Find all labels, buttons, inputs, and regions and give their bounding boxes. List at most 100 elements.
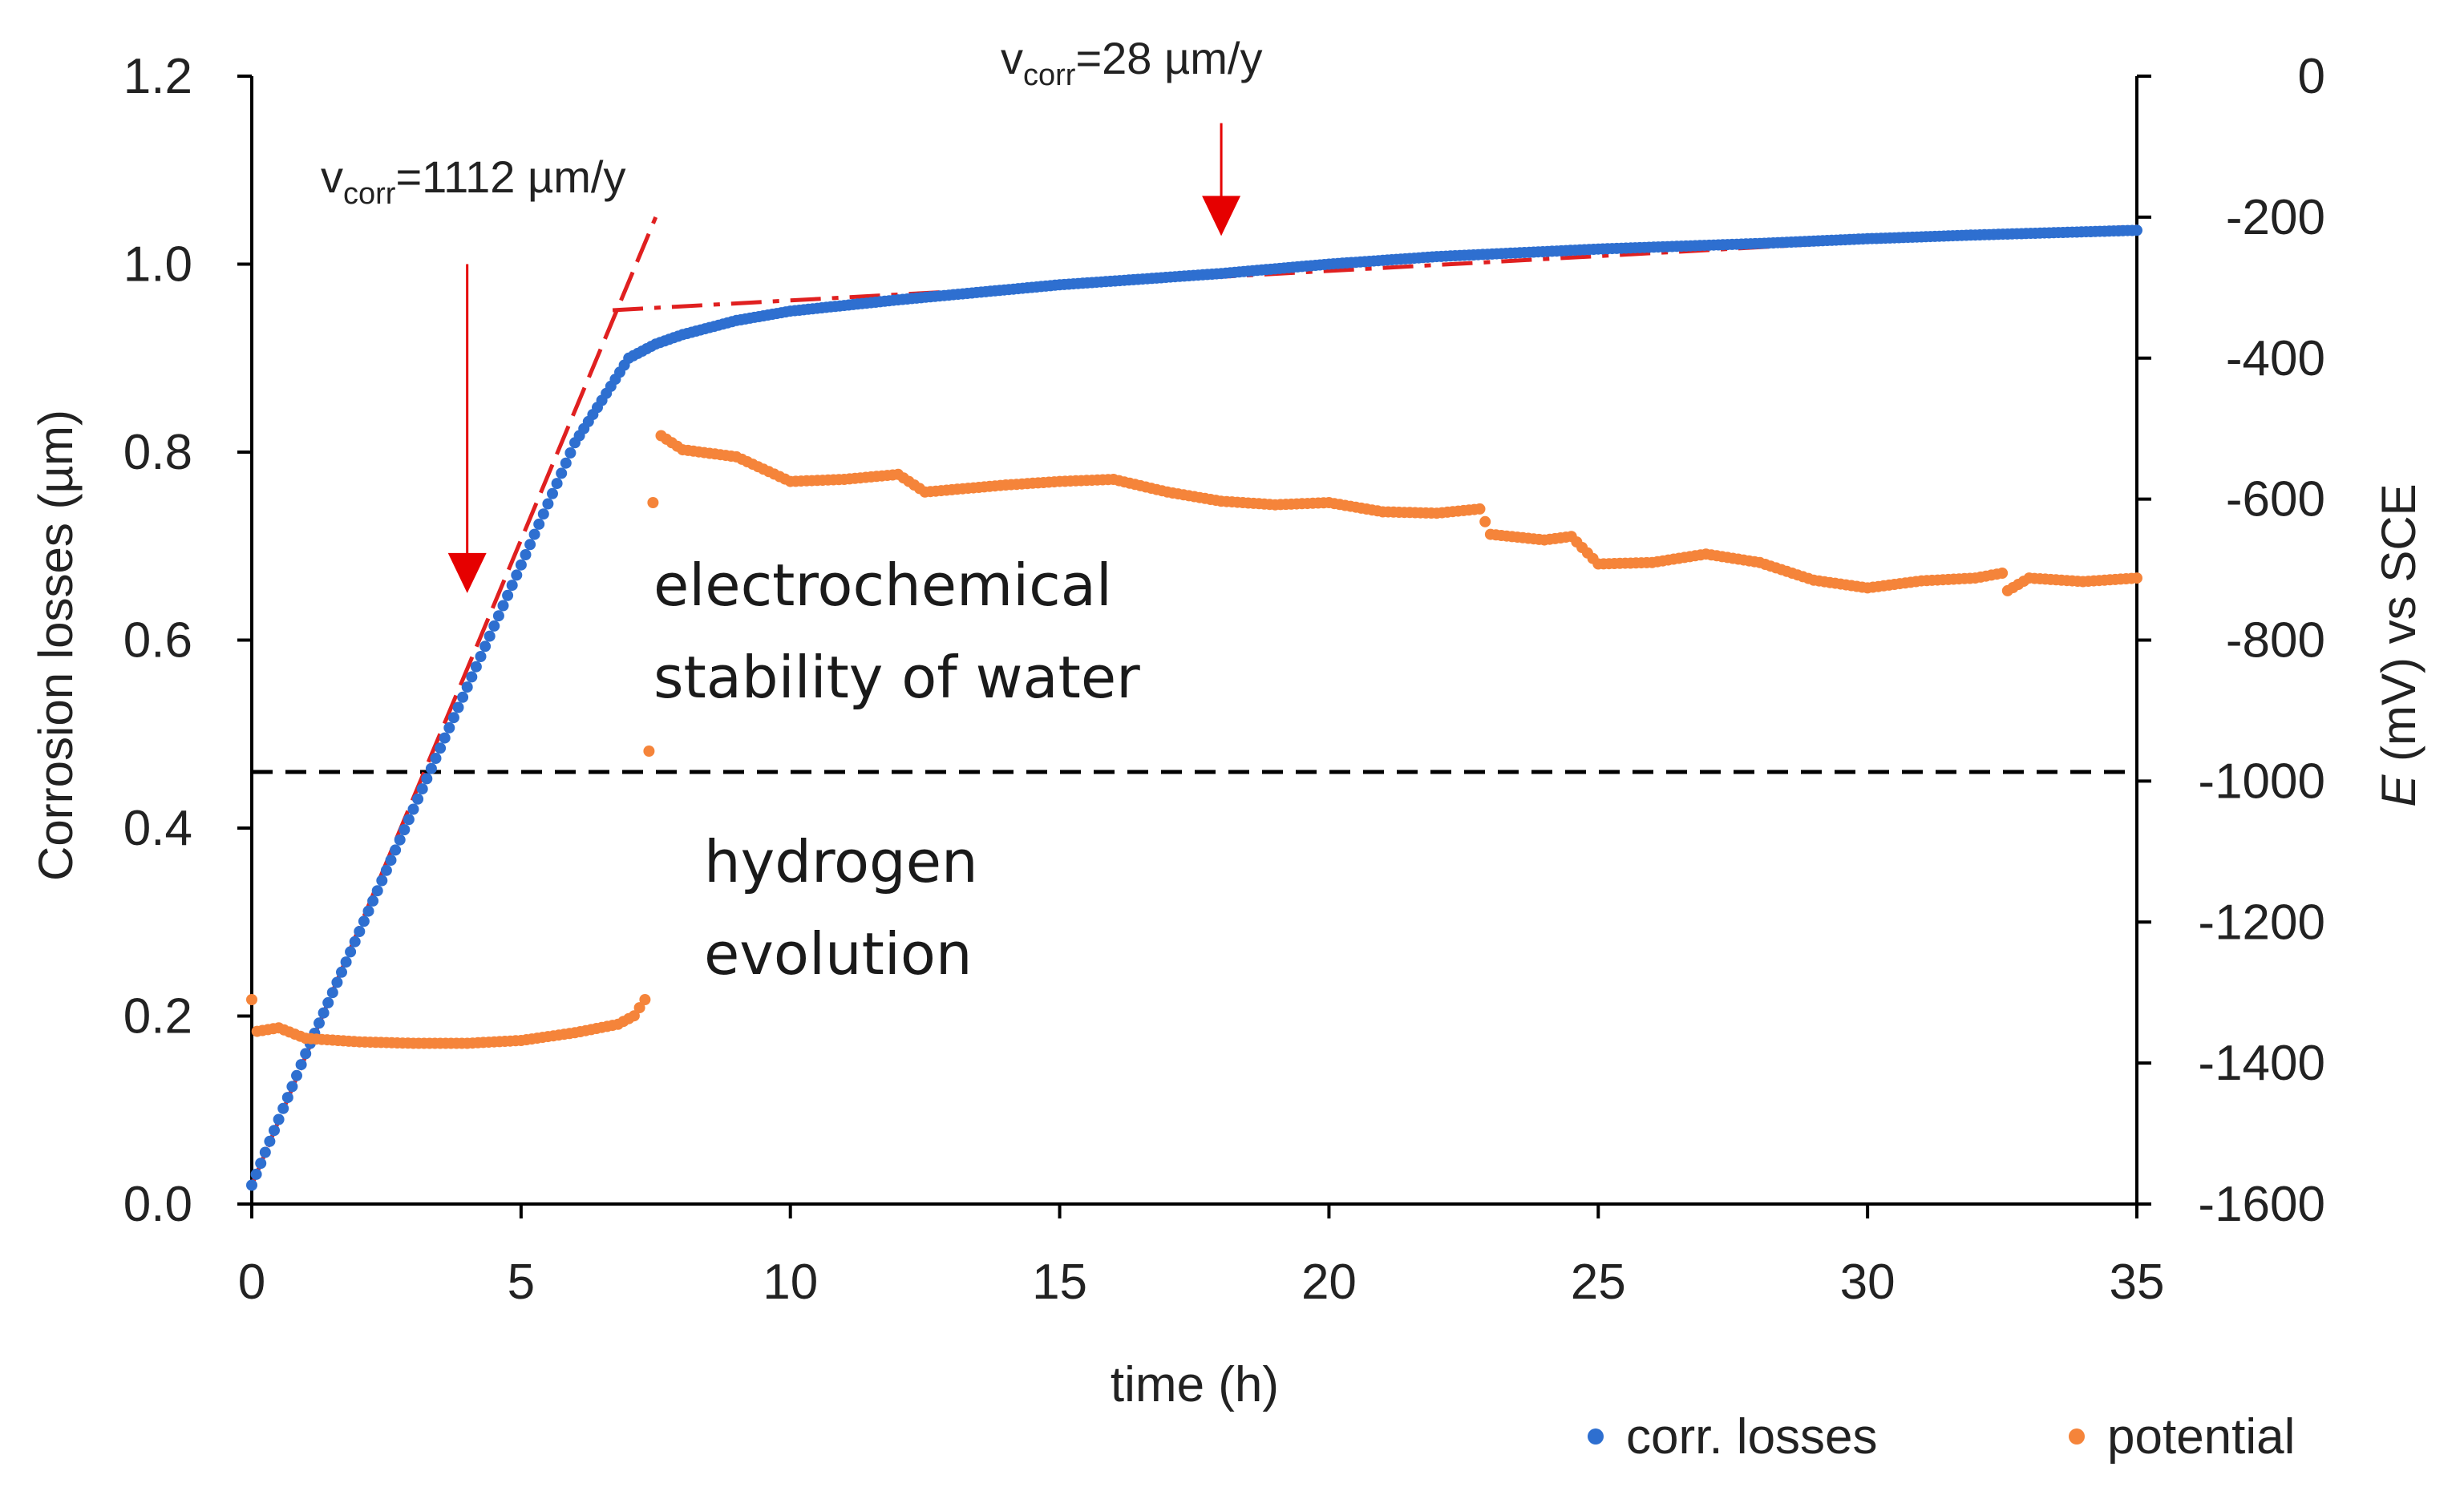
- arrow-head: [447, 552, 487, 593]
- y2-tick-label: -800: [2226, 613, 2325, 669]
- y2-tick-label: -1000: [2198, 754, 2325, 809]
- data-point: [542, 498, 554, 510]
- data-point: [255, 1158, 267, 1170]
- data-point: [264, 1135, 276, 1147]
- data-point: [560, 457, 572, 469]
- ticks-layer: [237, 75, 2151, 1218]
- data-point: [394, 834, 406, 846]
- data-point: [399, 824, 411, 835]
- data-point: [537, 508, 549, 520]
- data-point: [524, 539, 536, 551]
- data-point: [430, 753, 442, 764]
- x-tick-label: 10: [763, 1255, 818, 1310]
- x-tick-label: 20: [1301, 1255, 1357, 1310]
- data-point: [483, 630, 496, 642]
- data-point: [564, 447, 577, 459]
- y-tick-label: 0.0: [123, 1177, 192, 1232]
- data-point: [520, 549, 532, 560]
- data-point: [354, 926, 366, 937]
- data-point: [380, 864, 392, 876]
- legend-label-potential: potential: [2107, 1409, 2295, 1465]
- vcorr-final-sub: corr: [1023, 59, 1076, 92]
- legend: corr. losses potential: [1588, 1409, 2295, 1465]
- y-tick-label: 0.6: [123, 613, 192, 669]
- x-tick-label: 30: [1840, 1255, 1896, 1310]
- data-point: [497, 600, 509, 612]
- data-point: [466, 671, 478, 683]
- data-point: [443, 721, 455, 733]
- data-point: [407, 803, 419, 815]
- data-point: [502, 589, 514, 601]
- series-layer: [246, 224, 2142, 1191]
- data-point: [390, 844, 402, 856]
- data-point: [2131, 572, 2142, 584]
- vcorr-initial-prefix: v: [321, 152, 343, 202]
- data-point: [376, 875, 388, 887]
- arrows-layer: [447, 123, 1241, 593]
- data-point: [362, 905, 374, 917]
- legend-marker-potential: [2069, 1428, 2085, 1445]
- y-axis-title: Corrosion losses (µm): [29, 410, 83, 881]
- y2-tick-label: -1400: [2198, 1036, 2325, 1091]
- data-point: [515, 559, 527, 571]
- data-point: [533, 518, 545, 530]
- data-point: [336, 966, 347, 978]
- series-potential: [246, 430, 2142, 1049]
- data-point: [2131, 224, 2142, 236]
- region-upper-line2: stability of water: [653, 644, 1140, 711]
- vcorr-initial-sub: corr: [343, 177, 396, 211]
- y2-tick-label: -1200: [2198, 895, 2325, 950]
- x-tick-label: 35: [2110, 1255, 2165, 1310]
- data-point: [439, 732, 451, 744]
- vcorr-initial-value: =1112 µm/y: [395, 152, 625, 202]
- region-upper-line1: electrochemical: [653, 552, 1112, 619]
- data-point: [461, 681, 473, 693]
- data-point: [475, 651, 487, 662]
- data-point: [470, 661, 482, 673]
- data-point: [322, 996, 334, 1008]
- region-lower-line2: evolution: [704, 920, 973, 988]
- y2-tick-label: -600: [2226, 472, 2325, 527]
- data-point: [259, 1146, 271, 1158]
- y2-tick-label: 0: [2298, 49, 2325, 104]
- data-point: [528, 528, 540, 540]
- data-point: [633, 1002, 645, 1014]
- legend-marker-corr-losses: [1588, 1428, 1604, 1445]
- x-tick-label: 15: [1032, 1255, 1087, 1310]
- data-point: [639, 994, 651, 1005]
- x-tick-label: 25: [1571, 1255, 1626, 1310]
- data-point: [291, 1069, 302, 1081]
- data-point: [314, 1017, 325, 1029]
- arrow-head: [1202, 196, 1241, 236]
- y2-tick-label: -1600: [2198, 1177, 2325, 1232]
- data-point: [547, 487, 558, 499]
- tick-labels-layer: 0 5 10 15 20 25 30 35 0.0 0.2 0.4 0.6 0.8 1.0 1.2 -1600…: [123, 49, 2325, 1310]
- data-point: [367, 895, 379, 907]
- data-point: [345, 946, 357, 958]
- data-point: [416, 783, 428, 795]
- data-point: [300, 1048, 312, 1060]
- x-tick-label: 5: [508, 1255, 535, 1310]
- y-tick-label: 1.2: [123, 49, 192, 104]
- data-point: [447, 712, 459, 724]
- x-axis-title: time (h): [1111, 1357, 1279, 1412]
- data-point: [246, 1179, 257, 1191]
- vcorr-final-prefix: v: [1001, 33, 1023, 83]
- data-point: [331, 976, 343, 988]
- data-point: [1997, 568, 2009, 579]
- legend-label-corr-losses: corr. losses: [1626, 1409, 1878, 1465]
- vcorr-final-value: =28 µm/y: [1075, 33, 1262, 83]
- y2-axis-title: E (mV) vs SCE: [2372, 483, 2426, 806]
- data-point: [647, 497, 659, 508]
- data-point: [281, 1092, 293, 1104]
- series-corr-losses: [246, 224, 2142, 1191]
- y-tick-label: 0.8: [123, 425, 192, 480]
- data-point: [318, 1007, 330, 1019]
- data-point: [492, 610, 504, 622]
- y2-tick-label: -200: [2226, 190, 2325, 245]
- data-point: [488, 620, 500, 632]
- data-point: [628, 1010, 640, 1022]
- y2-axis-title-rest: (mV) vs SCE: [2372, 483, 2426, 774]
- y-tick-label: 0.4: [123, 801, 192, 856]
- data-point: [506, 580, 518, 592]
